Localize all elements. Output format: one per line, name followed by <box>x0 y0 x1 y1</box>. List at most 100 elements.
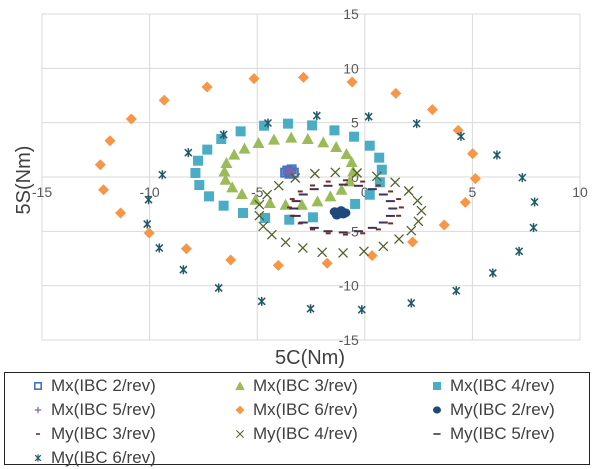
data-point <box>413 216 424 227</box>
data-point <box>335 183 348 195</box>
data-point <box>194 180 205 191</box>
data-point <box>309 168 320 179</box>
legend-marker-icon <box>34 406 42 414</box>
legend-label: Mx(IBC 2/rev) <box>51 376 156 395</box>
data-point <box>321 257 333 269</box>
data-point <box>262 189 273 200</box>
data-point <box>218 165 231 177</box>
data-point <box>330 167 341 178</box>
data-point <box>235 126 246 137</box>
data-point <box>254 199 265 210</box>
data-point <box>220 156 233 168</box>
data-point <box>284 166 293 175</box>
data-point <box>297 71 309 83</box>
data-point <box>267 133 280 145</box>
series-7 <box>254 167 427 258</box>
data-point <box>104 135 116 147</box>
legend-item: Mx(IBC 4/rev) <box>430 376 555 396</box>
data-point <box>193 155 204 166</box>
data-point <box>248 73 260 85</box>
y-tick-label: 5 <box>351 115 359 131</box>
data-point <box>179 265 188 275</box>
data-point <box>115 207 127 219</box>
data-point <box>307 120 318 131</box>
data-point <box>235 187 248 199</box>
data-point <box>330 141 343 153</box>
series-6 <box>286 179 404 236</box>
data-point <box>202 144 213 155</box>
data-point <box>530 197 539 207</box>
data-point <box>301 132 314 144</box>
legend-item: Mx(IBC 2/rev) <box>31 376 156 396</box>
data-point <box>272 259 284 271</box>
data-point <box>158 94 170 106</box>
legend-marker-icon <box>34 454 42 462</box>
data-point <box>452 286 461 296</box>
data-point <box>284 214 295 225</box>
x-tick-label: 5 <box>469 184 477 200</box>
data-point <box>143 219 152 229</box>
data-point <box>364 140 375 151</box>
data-point <box>488 268 497 278</box>
data-point <box>228 148 241 160</box>
data-point <box>438 219 450 231</box>
data-point <box>285 131 298 143</box>
legend-item: My(IBC 6/rev) <box>31 448 156 468</box>
legend-label: My(IBC 2/rev) <box>450 400 555 419</box>
data-point <box>295 198 308 210</box>
data-point <box>311 195 324 207</box>
data-point <box>317 247 328 258</box>
data-point <box>357 305 366 315</box>
data-point <box>324 190 337 202</box>
x-tick-label: 10 <box>572 184 588 200</box>
data-point <box>358 246 369 257</box>
data-point <box>94 159 106 171</box>
data-point <box>307 212 318 223</box>
data-point <box>345 156 358 168</box>
data-point <box>180 243 192 255</box>
data-point <box>529 223 538 233</box>
data-point <box>407 236 419 248</box>
data-point <box>364 189 375 200</box>
data-point <box>364 112 373 122</box>
legend-item: My(IBC 5/rev) <box>430 424 555 444</box>
y-tick-label: -10 <box>339 278 359 294</box>
data-point <box>459 196 471 208</box>
data-point <box>390 87 402 99</box>
data-point <box>158 170 167 180</box>
legend-label: Mx(IBC 3/rev) <box>253 376 358 395</box>
legend-marker-icon <box>33 381 43 391</box>
data-point <box>282 118 293 129</box>
data-point <box>238 142 251 154</box>
data-point <box>218 200 229 211</box>
data-point <box>352 168 363 178</box>
legend-item: My(IBC 4/rev) <box>233 424 358 444</box>
data-point <box>467 148 479 160</box>
data-point <box>317 136 330 148</box>
data-point <box>371 171 382 182</box>
data-point <box>378 241 389 252</box>
data-point <box>338 247 349 258</box>
y-tick-label: 15 <box>343 6 359 22</box>
data-point <box>263 196 276 208</box>
data-point <box>98 184 110 196</box>
data-point <box>225 254 237 266</box>
data-point <box>456 131 466 141</box>
data-point <box>257 296 266 306</box>
data-point <box>394 234 404 245</box>
data-point <box>226 181 239 193</box>
data-point <box>426 104 438 116</box>
data-point <box>407 298 416 308</box>
data-point <box>374 177 385 188</box>
data-point <box>260 212 271 223</box>
data-point <box>252 136 265 148</box>
legend-marker-icon <box>35 433 41 435</box>
data-point <box>346 76 358 88</box>
data-point <box>376 164 387 175</box>
data-point <box>297 242 308 253</box>
data-point <box>350 198 361 209</box>
series-9 <box>143 111 539 315</box>
data-point <box>125 113 137 125</box>
data-point <box>143 227 155 239</box>
